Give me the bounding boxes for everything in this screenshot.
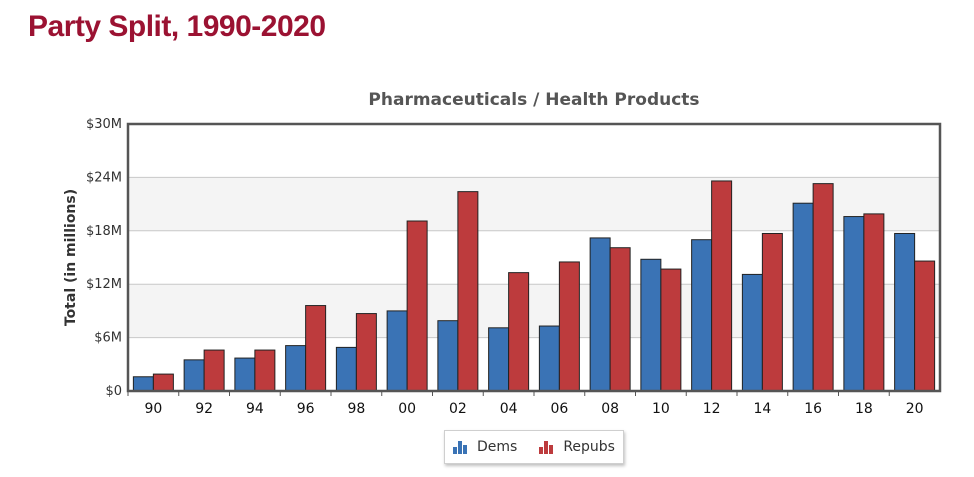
bar-repubs-20: [914, 260, 936, 392]
x-tick-label: 20: [906, 401, 924, 417]
plot-frame: [126, 122, 942, 393]
bar-repubs-16: [812, 183, 834, 392]
x-tick-label: 04: [500, 401, 518, 417]
bar-dems-00: [386, 310, 408, 392]
bar-dems-90: [132, 376, 154, 392]
y-tick-label: $24M: [86, 170, 122, 185]
y-tick-label: $30M: [86, 117, 122, 132]
bar-dems-02: [437, 320, 459, 392]
chart-legend: Dems Repubs: [444, 430, 624, 464]
bar-dems-20: [894, 232, 916, 392]
bar-repubs-12: [711, 180, 733, 392]
bar-repubs-00: [406, 220, 428, 392]
x-tick-label: 02: [449, 401, 467, 417]
y-tick-label: $0: [105, 384, 122, 399]
legend-item-dems[interactable]: Dems: [453, 439, 517, 455]
bar-dems-96: [285, 345, 307, 392]
y-tick-label: $6M: [94, 331, 122, 346]
page-title: Party Split, 1990-2020: [28, 10, 326, 43]
bar-dems-08: [589, 237, 611, 392]
bar-chart-icon: [453, 440, 469, 454]
x-tick-label: 94: [246, 401, 264, 417]
x-tick-label: 92: [195, 401, 213, 417]
bar-dems-92: [183, 359, 205, 392]
x-tick-label: 90: [144, 401, 162, 417]
bar-repubs-94: [254, 349, 276, 392]
chart-title: Pharmaceuticals / Health Products: [368, 90, 699, 110]
bar-dems-16: [792, 202, 814, 392]
x-tick-label: 98: [347, 401, 365, 417]
y-tick-label: $12M: [86, 277, 122, 292]
x-tick-label: 16: [804, 401, 822, 417]
x-tick-label: 00: [398, 401, 416, 417]
bar-repubs-14: [761, 232, 783, 392]
bar-dems-10: [640, 258, 662, 392]
bar-chart-icon: [539, 440, 555, 454]
legend-label-dems: Dems: [477, 439, 518, 455]
bar-repubs-92: [203, 349, 225, 392]
bar-dems-18: [843, 216, 865, 392]
bar-dems-94: [234, 357, 256, 392]
x-tick-label: 96: [297, 401, 315, 417]
bar-dems-06: [538, 325, 560, 392]
bar-repubs-04: [508, 272, 530, 392]
bar-dems-98: [335, 346, 357, 392]
bar-repubs-90: [152, 373, 174, 392]
x-tick-label: 18: [855, 401, 873, 417]
x-tick-label: 12: [703, 401, 721, 417]
bar-repubs-18: [863, 213, 885, 392]
legend-label-repubs: Repubs: [563, 439, 615, 455]
legend-item-repubs[interactable]: Repubs: [539, 439, 615, 455]
y-axis-label: Total (in millions): [63, 189, 79, 326]
bar-repubs-02: [457, 191, 479, 392]
bar-dems-12: [691, 239, 713, 392]
bar-repubs-06: [558, 261, 580, 392]
x-tick-label: 14: [753, 401, 771, 417]
y-tick-label: $18M: [86, 224, 122, 239]
bar-repubs-98: [355, 313, 377, 392]
bar-dems-14: [741, 273, 763, 392]
bar-repubs-10: [660, 268, 682, 392]
x-tick-label: 08: [601, 401, 619, 417]
x-tick-label: 06: [550, 401, 568, 417]
bar-dems-04: [488, 327, 510, 392]
bar-repubs-08: [609, 247, 631, 392]
x-tick-label: 10: [652, 401, 670, 417]
bar-repubs-96: [305, 305, 327, 392]
